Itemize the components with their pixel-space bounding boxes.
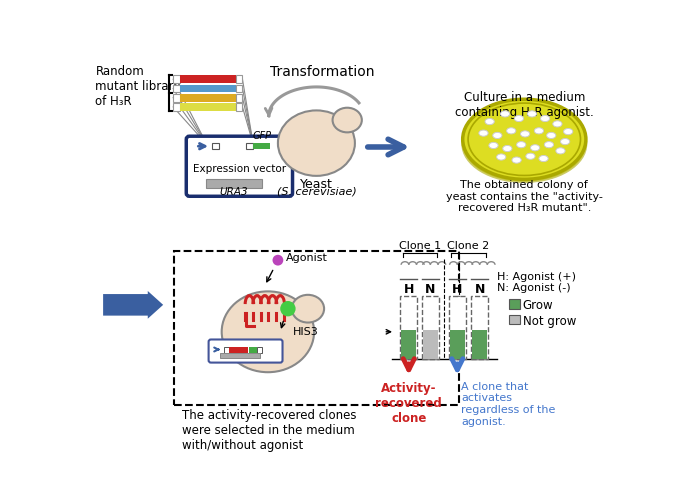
Text: Culture in a medium
containing H₃R agonist.: Culture in a medium containing H₃R agoni… [455, 91, 594, 119]
Ellipse shape [500, 111, 510, 117]
Bar [173, 103, 180, 111]
Ellipse shape [479, 130, 488, 136]
Ellipse shape [496, 154, 506, 160]
Ellipse shape [534, 128, 543, 134]
Text: The obtained colony of
yeast contains the "activity-
recovered H₃R mutant".: The obtained colony of yeast contains th… [446, 180, 603, 213]
Ellipse shape [561, 138, 570, 145]
Ellipse shape [531, 145, 540, 151]
Ellipse shape [463, 106, 586, 182]
Ellipse shape [545, 142, 554, 148]
Text: The activity-recovered clones
were selected in the medium
with/without agonist: The activity-recovered clones were selec… [181, 409, 356, 452]
Text: H: H [452, 283, 463, 296]
Text: Clone 2: Clone 2 [447, 241, 489, 251]
Bar [180, 75, 235, 83]
Ellipse shape [292, 295, 324, 322]
Text: Grow: Grow [523, 300, 554, 313]
Bar [246, 143, 253, 150]
Bar [230, 347, 248, 353]
Ellipse shape [527, 111, 537, 117]
Text: Agonist: Agonist [286, 253, 328, 263]
Text: (S. cerevisiae): (S. cerevisiae) [276, 186, 356, 196]
Bar [206, 179, 262, 188]
Text: Activity-
recovered
clone: Activity- recovered clone [375, 382, 442, 425]
Bar [220, 353, 260, 358]
Bar [449, 296, 466, 359]
Bar [471, 296, 488, 359]
Bar [224, 347, 230, 353]
Circle shape [280, 301, 295, 317]
Text: GFP: GFP [252, 131, 271, 141]
Ellipse shape [485, 118, 494, 125]
Bar [180, 103, 235, 111]
Text: Transformation: Transformation [270, 65, 374, 78]
Bar [211, 143, 219, 150]
Bar [509, 315, 519, 324]
FancyBboxPatch shape [186, 136, 293, 196]
Ellipse shape [556, 148, 565, 154]
Bar [401, 330, 416, 359]
Bar [173, 94, 180, 102]
Bar [235, 75, 242, 83]
Text: H: H [404, 283, 414, 296]
Text: Random
mutant library
of H₃R: Random mutant library of H₃R [95, 65, 181, 108]
Text: N: Agonist (-): N: Agonist (-) [497, 282, 571, 293]
Ellipse shape [553, 121, 562, 127]
Bar [173, 85, 180, 93]
Bar [174, 251, 459, 405]
Bar [449, 330, 465, 359]
Bar [253, 143, 270, 150]
Text: URA3: URA3 [220, 187, 248, 197]
FancyArrow shape [103, 291, 163, 318]
Text: Expression vector: Expression vector [193, 164, 286, 173]
Text: Clone 1: Clone 1 [398, 241, 440, 251]
Ellipse shape [222, 291, 314, 372]
Ellipse shape [526, 153, 535, 159]
Ellipse shape [278, 111, 355, 176]
Bar [257, 347, 262, 353]
Text: A clone that
activates
regardless of the
agonist.: A clone that activates regardless of the… [461, 382, 556, 427]
Bar [235, 85, 242, 93]
Ellipse shape [547, 132, 556, 138]
Circle shape [272, 255, 284, 265]
Ellipse shape [540, 115, 550, 122]
Bar [249, 347, 257, 353]
Text: HIS3: HIS3 [293, 327, 319, 337]
Ellipse shape [493, 132, 502, 138]
Text: N: N [425, 283, 435, 296]
Ellipse shape [520, 131, 530, 137]
Ellipse shape [503, 146, 512, 151]
Bar [423, 330, 438, 359]
Bar [509, 300, 519, 309]
Ellipse shape [507, 128, 516, 134]
Ellipse shape [332, 108, 362, 132]
Ellipse shape [512, 157, 522, 163]
Bar [472, 330, 487, 359]
Ellipse shape [517, 142, 526, 148]
Ellipse shape [539, 155, 548, 162]
Ellipse shape [489, 142, 498, 149]
Ellipse shape [514, 115, 524, 122]
Bar [180, 85, 235, 93]
Ellipse shape [564, 129, 573, 135]
Ellipse shape [468, 103, 580, 175]
Bar [180, 94, 235, 102]
Bar [235, 103, 242, 111]
Bar [235, 94, 242, 102]
FancyBboxPatch shape [209, 339, 283, 363]
Text: Yeast: Yeast [300, 178, 332, 191]
Text: H: Agonist (+): H: Agonist (+) [497, 273, 576, 282]
Text: N: N [475, 283, 485, 296]
Bar [173, 75, 180, 83]
Bar [422, 296, 439, 359]
Bar [400, 296, 417, 359]
Text: Not grow: Not grow [523, 315, 576, 328]
Ellipse shape [463, 99, 586, 179]
